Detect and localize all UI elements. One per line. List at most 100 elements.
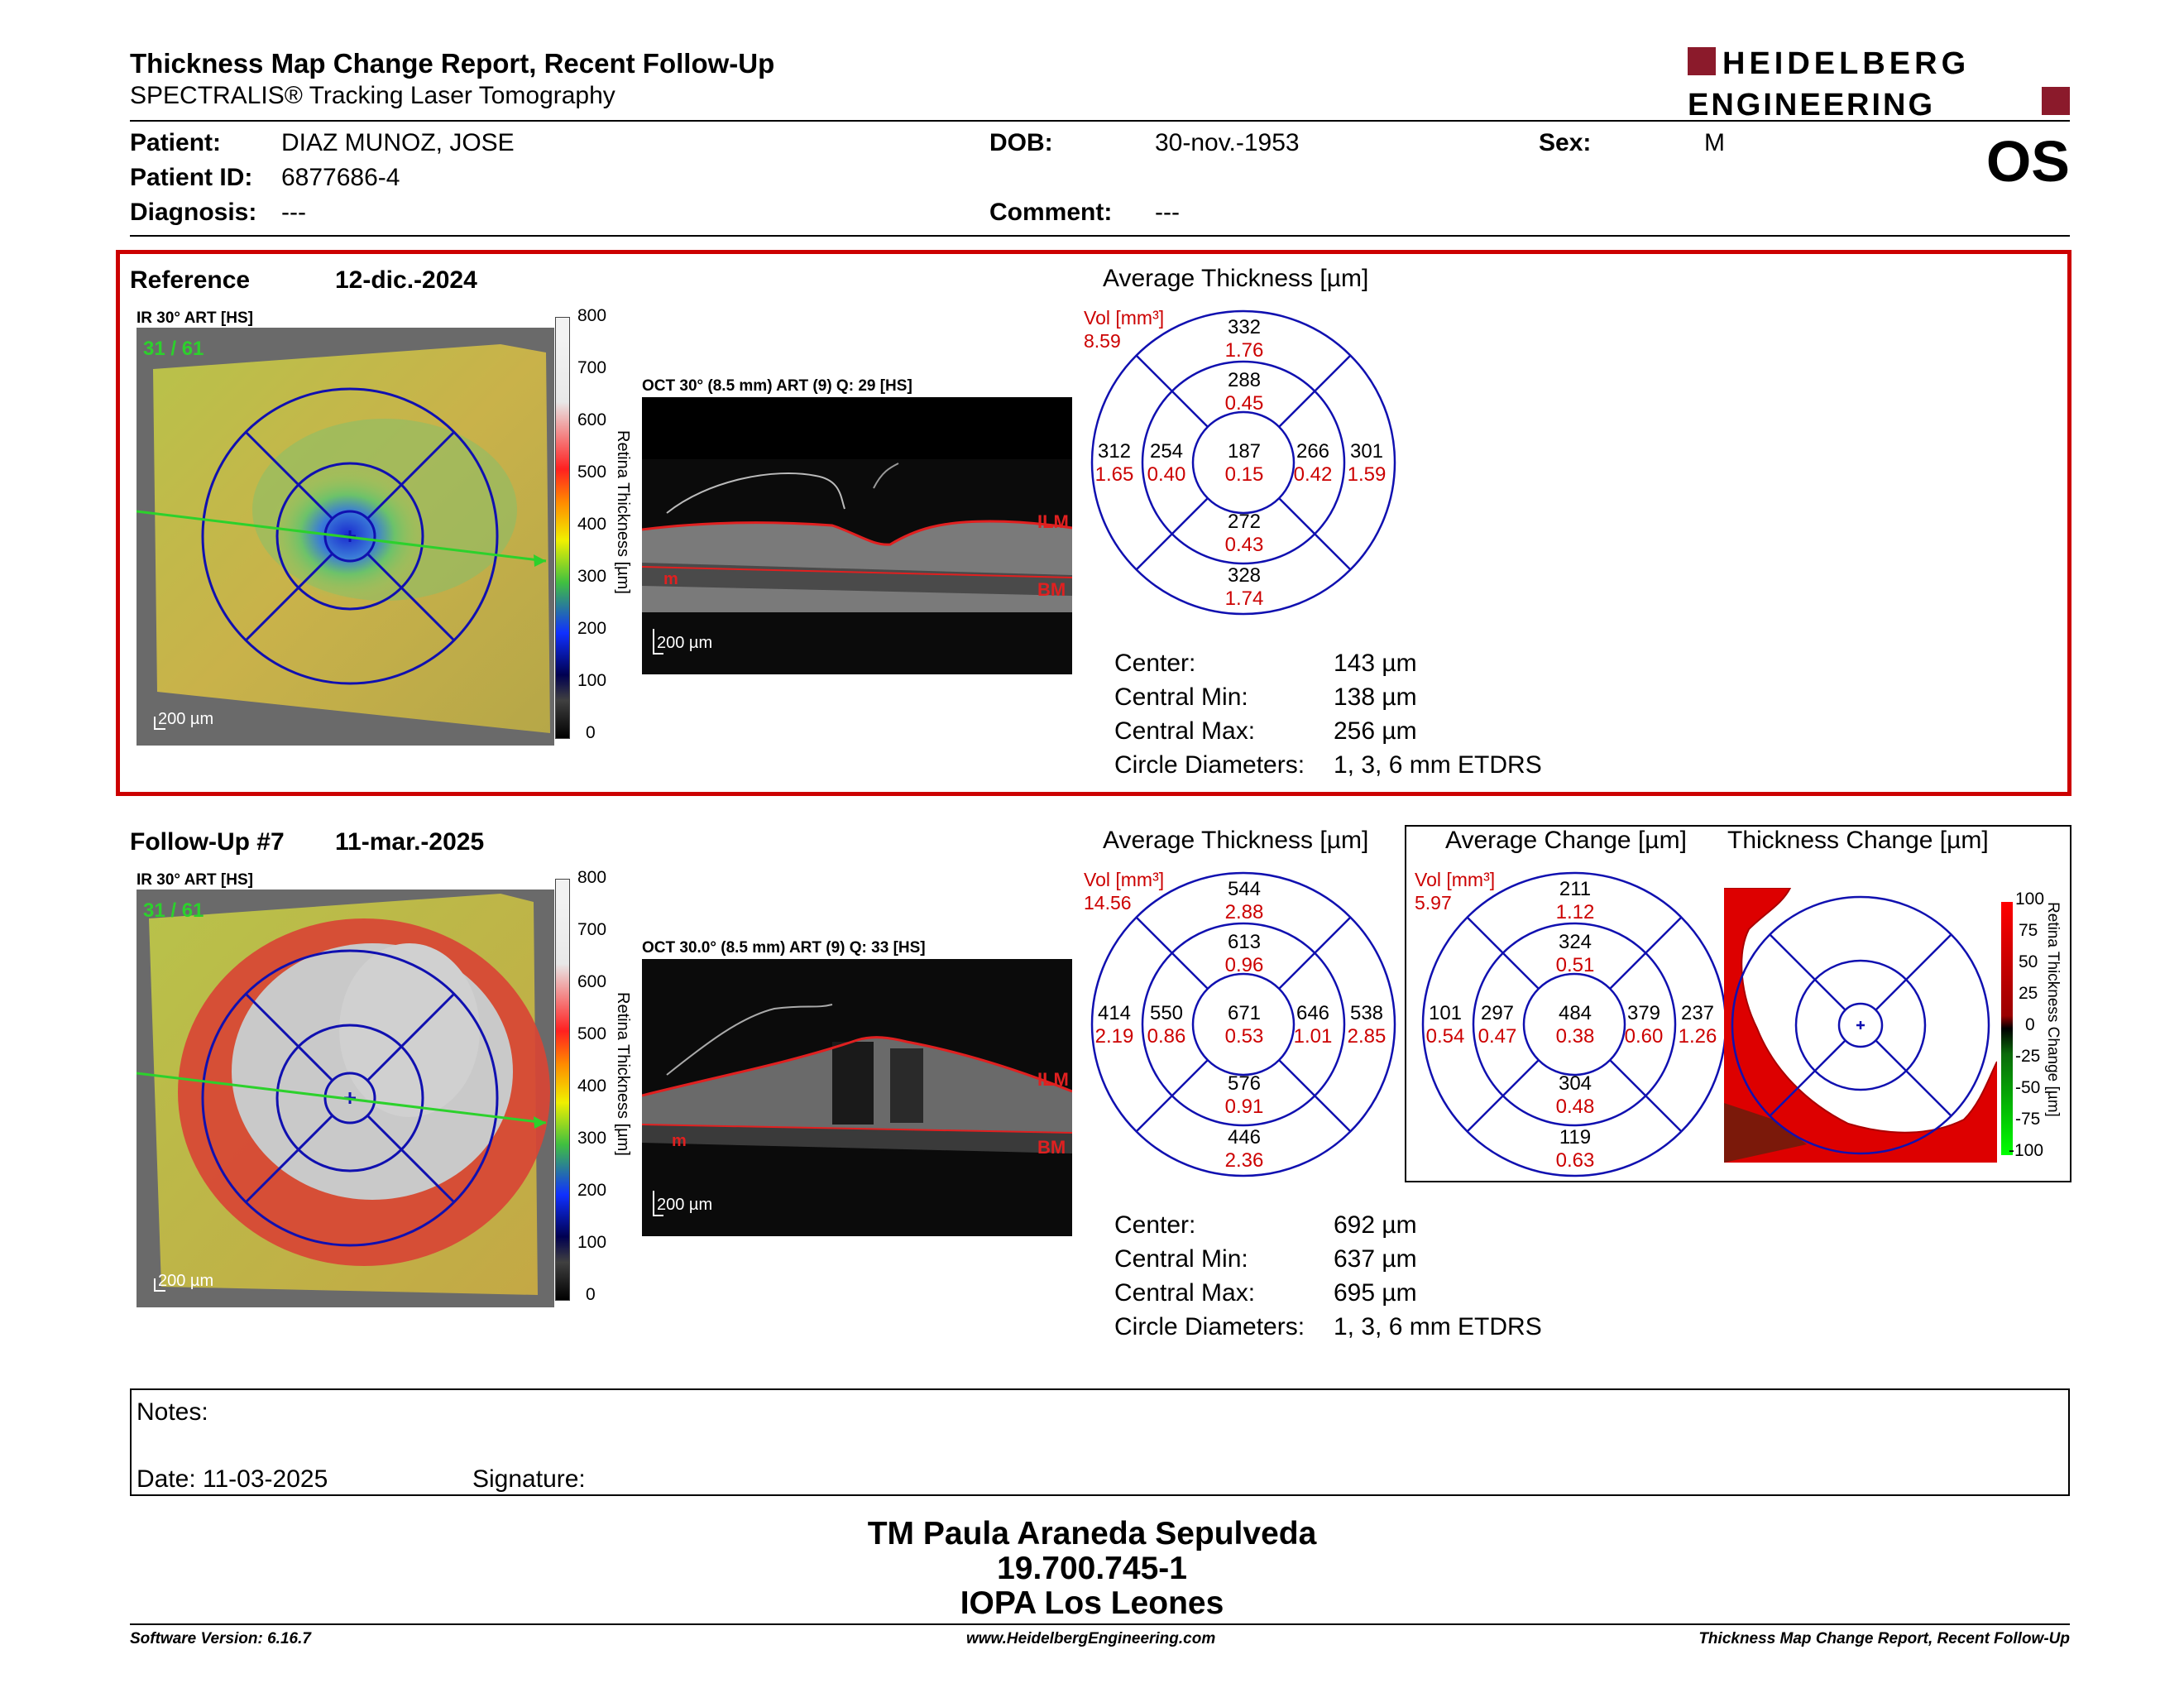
followup-m-label: m (672, 1132, 687, 1150)
chg-outer-nas: 101 0.54 (1425, 1002, 1465, 1048)
diagnosis-label: Diagnosis: (130, 199, 257, 226)
ref-center: 187 0.15 (1224, 440, 1264, 486)
change-etdrs-grid (1415, 865, 1737, 1187)
fu-outer-sup: 544 2.88 (1224, 878, 1264, 923)
chg-inner-sup: 324 0.51 (1555, 931, 1595, 976)
followup-vol: Vol [mm³] 14.56 (1084, 868, 1164, 914)
header-divider (130, 120, 2070, 122)
scale-tick: 200 (577, 619, 607, 638)
scale-tick: 800 (577, 306, 607, 325)
ref-stat-label: Central Min: (1114, 683, 1248, 711)
scale-tick: 800 (577, 868, 607, 887)
scale-tick: 700 (577, 920, 607, 939)
logo-line2: ENGINEERING (1688, 88, 1935, 120)
followup-vol-label: Vol [mm³] (1084, 869, 1165, 890)
reference-ilm-label: ILM (1037, 511, 1069, 532)
reference-map-scalebar: 200 µm (158, 710, 213, 728)
reference-vol-label: Vol [mm³] (1084, 307, 1165, 328)
scale-tick: 400 (577, 515, 607, 534)
reference-bm-label: BM (1037, 579, 1066, 600)
footer-report-name: Thickness Map Change Report, Recent Foll… (1698, 1630, 2070, 1647)
ref-outer-nas: 312 1.65 (1094, 440, 1134, 486)
scale-tick: 300 (577, 567, 607, 586)
website-link[interactable]: www.HeidelbergEngineering.com (966, 1630, 1216, 1647)
sex-value: M (1704, 129, 1725, 156)
fu-outer-inf: 446 2.36 (1224, 1126, 1264, 1172)
dob-label: DOB: (989, 129, 1053, 156)
ref-stat-value: 1, 3, 6 mm ETDRS (1334, 751, 1542, 779)
diagnosis-value: --- (281, 199, 306, 226)
fu-stat-value: 692 µm (1334, 1211, 1417, 1239)
change-scale-tick: -100 (2009, 1141, 2044, 1160)
reference-scale-ticks: 800 700 600 500 400 300 200 100 0 (571, 306, 620, 753)
ref-stat-label: Circle Diameters: (1114, 751, 1305, 779)
chg-inner-inf: 304 0.48 (1555, 1072, 1595, 1118)
fu-stat-label: Center: (1114, 1211, 1196, 1239)
fu-inner-inf: 576 0.91 (1224, 1072, 1264, 1118)
dob-value: 30-nov.-1953 (1155, 129, 1300, 156)
fu-stat-value: 1, 3, 6 mm ETDRS (1334, 1313, 1542, 1340)
change-avg-title: Average Change [µm] (1445, 827, 1687, 854)
report-subtitle: SPECTRALIS® Tracking Laser Tomography (130, 82, 615, 109)
fu-stat-value: 695 µm (1334, 1279, 1417, 1307)
chg-inner-tmp: 379 0.60 (1624, 1002, 1664, 1048)
followup-oct-bscan: ILM BM m 200 µm (642, 959, 1072, 1236)
reference-avg-title: Average Thickness [µm] (1103, 265, 1369, 292)
change-scale-tick: -50 (2015, 1078, 2041, 1097)
change-scale-ticks: 100 75 50 25 0 -25 -50 -75 -100 (2009, 890, 2048, 1171)
ref-inner-inf: 272 0.43 (1224, 511, 1264, 556)
fu-inner-nas: 550 0.86 (1147, 1002, 1186, 1048)
followup-thickness-map: 31 / 61 200 µm (136, 890, 554, 1307)
followup-label: Follow-Up #7 (130, 828, 285, 856)
ref-outer-sup: 332 1.76 (1224, 316, 1264, 362)
scale-tick: 600 (577, 410, 607, 429)
scale-tick: 100 (577, 1233, 607, 1252)
reference-frame-counter: 31 / 61 (143, 338, 204, 360)
reference-vol-value: 8.59 (1084, 330, 1121, 352)
scale-tick: 600 (577, 972, 607, 991)
fu-inner-tmp: 646 1.01 (1293, 1002, 1333, 1048)
followup-ir-label: IR 30° ART [HS] (136, 871, 253, 889)
followup-map-scalebar: 200 µm (158, 1272, 213, 1290)
change-vol: Vol [mm³] 5.97 (1415, 868, 1495, 914)
reference-scale-title: Retina Thickness [µm] (614, 430, 632, 594)
reference-vol: Vol [mm³] 8.59 (1084, 306, 1164, 352)
reference-label: Reference (130, 266, 251, 294)
fu-stat-label: Central Max: (1114, 1279, 1256, 1307)
ref-stat-value: 138 µm (1334, 683, 1417, 711)
scale-tick: 400 (577, 1077, 607, 1096)
ref-stat-value: 143 µm (1334, 650, 1417, 677)
reference-oct-label: OCT 30° (8.5 mm) ART (9) Q: 29 [HS] (642, 377, 912, 395)
patient-divider (130, 235, 2070, 237)
fu-stat-label: Central Min: (1114, 1245, 1248, 1273)
followup-scale-title: Retina Thickness [µm] (614, 992, 632, 1156)
software-version: Software Version: 6.16.7 (130, 1630, 311, 1647)
scale-tick: 100 (577, 671, 607, 690)
reference-frame (116, 250, 2071, 796)
followup-bm-label: BM (1037, 1137, 1066, 1158)
footer-divider (130, 1623, 2070, 1625)
patient-name: DIAZ MUNOZ, JOSE (281, 129, 515, 156)
reference-date: 12-dic.-2024 (335, 266, 477, 294)
change-scale-tick: 0 (2025, 1015, 2035, 1034)
notes-box (130, 1388, 2070, 1496)
followup-etdrs-grid (1084, 865, 1406, 1187)
notes-date: Date: 11-03-2025 (136, 1465, 328, 1493)
chg-outer-inf: 119 0.63 (1555, 1126, 1595, 1172)
change-vol-value: 5.97 (1415, 892, 1452, 914)
notes-label: Notes: (136, 1398, 208, 1426)
ref-outer-tmp: 301 1.59 (1347, 440, 1387, 486)
ref-stat-value: 256 µm (1334, 717, 1417, 745)
change-scale-tick: -75 (2015, 1110, 2041, 1129)
fu-stat-label: Circle Diameters: (1114, 1313, 1305, 1340)
fu-outer-tmp: 538 2.85 (1347, 1002, 1387, 1048)
sex-label: Sex: (1539, 129, 1592, 156)
fu-inner-sup: 613 0.96 (1224, 931, 1264, 976)
comment-value: --- (1155, 199, 1180, 226)
change-scale-tick: 25 (2019, 984, 2038, 1003)
ref-inner-nas: 254 0.40 (1147, 440, 1186, 486)
signer-institution: IOPA Los Leones (960, 1585, 1224, 1621)
eye-label: OS (1985, 129, 2070, 194)
ref-outer-inf: 328 1.74 (1224, 564, 1264, 610)
ref-inner-sup: 288 0.45 (1224, 369, 1264, 415)
